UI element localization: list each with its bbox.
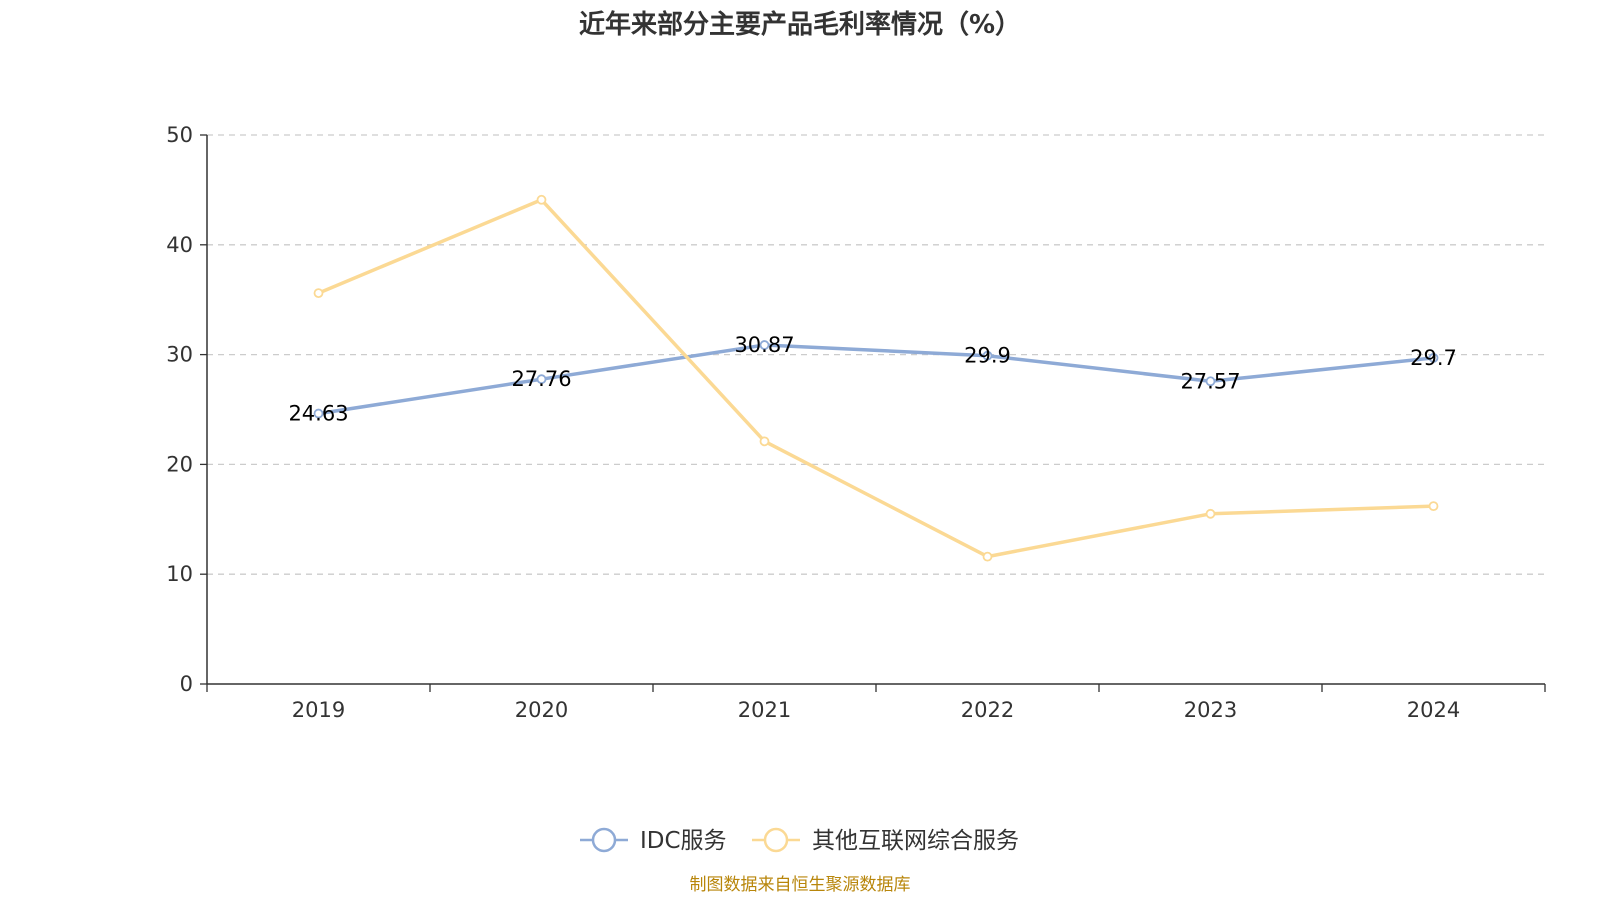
x-tick-label: 2024	[1407, 698, 1460, 722]
legend-label: 其他互联网综合服务	[812, 828, 1019, 854]
chart-title: 近年来部分主要产品毛利率情况（%）	[579, 9, 1021, 40]
y-tick-label: 0	[180, 672, 193, 696]
data-point-1-2[interactable]	[759, 436, 770, 447]
legend-circle-icon	[591, 827, 617, 853]
data-point-1-0[interactable]	[313, 288, 324, 299]
x-tick-label: 2019	[292, 698, 345, 722]
legend-label: IDC服务	[640, 828, 727, 854]
data-point-0-5[interactable]	[1428, 352, 1439, 363]
data-label-0-1: 27.76	[511, 367, 571, 391]
series-lines	[317, 198, 1434, 559]
data-point-1-3[interactable]	[982, 551, 993, 562]
y-tick-label: 10	[166, 562, 193, 586]
y-tick-label: 50	[166, 123, 193, 147]
legend-item-1[interactable]: 其他互联网综合服务	[752, 827, 1019, 854]
data-point-0-0[interactable]	[313, 408, 324, 419]
data-label-0-0: 24.63	[288, 402, 348, 426]
x-tick-label: 2023	[1184, 698, 1237, 722]
x-tick-label: 2022	[961, 698, 1014, 722]
data-point-0-1[interactable]	[536, 374, 547, 385]
data-label-0-5: 29.7	[1410, 346, 1457, 370]
data-labels: 24.63 27.76 30.87 29.9 27.57 29.7	[288, 333, 1456, 426]
y-tick-label: 30	[166, 343, 193, 367]
axes: 0 10 20 30 40 50 2019 2020 2021 2022 2023 2024	[166, 123, 1546, 722]
x-tick-label: 2021	[738, 698, 791, 722]
data-point-0-3[interactable]	[982, 350, 993, 361]
legend-item-0[interactable]: IDC服务	[580, 827, 727, 854]
data-point-0-2[interactable]	[759, 340, 770, 350]
series-line-0	[318, 343, 1434, 416]
series-line-1	[317, 198, 1434, 559]
y-tick-label: 40	[166, 233, 193, 257]
data-point-0-4[interactable]	[1205, 376, 1216, 387]
data-label-0-3: 29.9	[964, 344, 1011, 368]
y-tick-label: 20	[166, 452, 193, 476]
data-point-1-4[interactable]	[1205, 508, 1216, 519]
data-label-0-4: 27.57	[1180, 369, 1240, 393]
data-point-1-1[interactable]	[536, 194, 547, 205]
legend[interactable]: IDC服务 其他互联网综合服务	[580, 827, 1019, 854]
data-points	[313, 194, 1439, 562]
x-tick-label: 2020	[515, 698, 568, 722]
legend-circle-icon	[763, 827, 789, 853]
data-point-1-5[interactable]	[1428, 501, 1439, 512]
source-note: 制图数据来自恒生聚源数据库	[690, 875, 911, 895]
data-label-0-2: 30.87	[734, 333, 794, 357]
